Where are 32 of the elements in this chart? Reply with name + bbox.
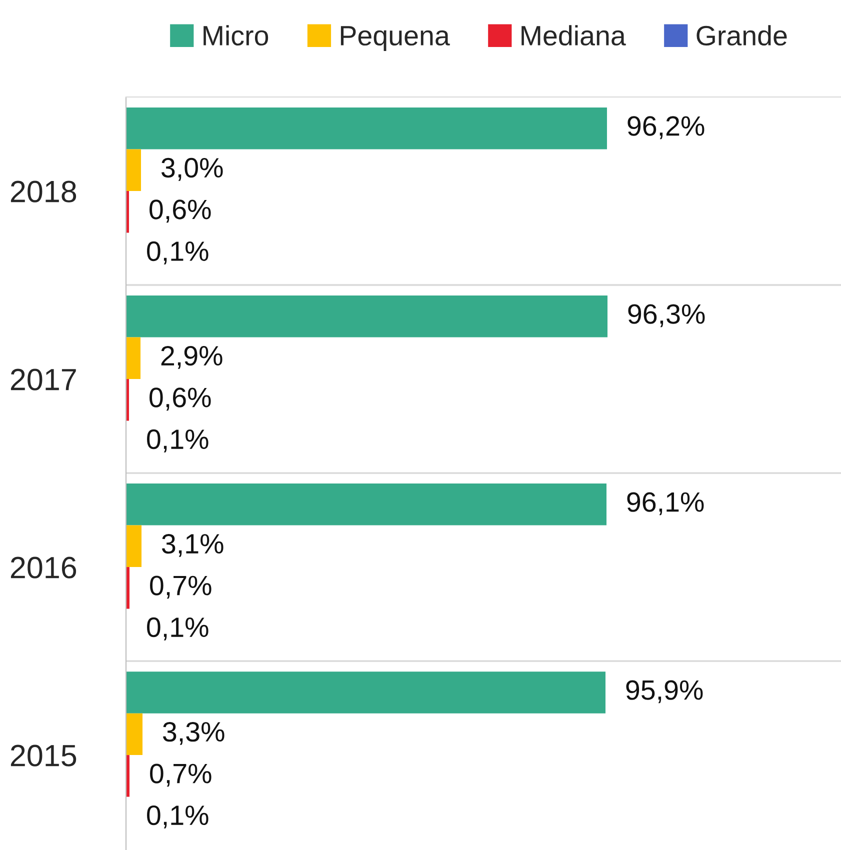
data-label: 3,0% [162,158,223,181]
data-label: 96,2% [628,116,704,140]
y-tick-label: 2016 [10,556,76,578]
data-label: 95,9% [626,680,703,704]
data-label: 0,1% [147,805,208,828]
bar [126,672,606,714]
legend-label: Grande [696,25,787,46]
data-label: 0,7% [150,764,212,787]
bar [126,149,141,192]
data-label: 96,1% [627,492,704,516]
y-tick-label: 2015 [10,744,76,766]
data-label: 3,1% [162,534,224,557]
data-label: 0,7% [150,576,212,599]
bar [126,108,607,150]
bar [126,296,608,338]
bar [126,713,142,756]
bar [126,484,606,526]
y-tick-label: 2018 [10,180,76,202]
y-tick-label: 2017 [10,368,76,390]
data-label: 0,1% [147,617,208,640]
data-label: 0,6% [150,200,211,223]
data-label: 2,9% [161,346,222,369]
data-label: 0,1% [147,241,208,264]
legend-label: Pequena [340,26,450,52]
bar [126,525,142,568]
data-label: 3,3% [163,722,224,745]
legend-label: Mediana [522,25,626,46]
bar [126,337,140,380]
data-label: 0,6% [150,388,211,411]
data-label: 96,3% [628,304,705,328]
legend-label: Micro [204,25,268,46]
data-label: 0,1% [147,429,208,452]
